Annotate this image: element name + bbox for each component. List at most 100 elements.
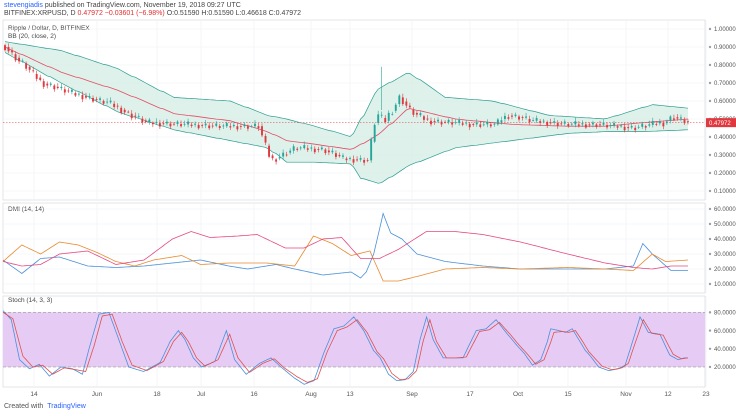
candle xyxy=(236,123,239,132)
y-tick-dot xyxy=(708,27,712,31)
candle xyxy=(127,110,130,114)
candle-body xyxy=(246,126,249,129)
candle-body xyxy=(419,113,422,116)
candle-body xyxy=(296,148,299,150)
candle xyxy=(630,123,633,130)
candle xyxy=(264,133,267,146)
candle xyxy=(324,148,327,156)
dmi-adx-line xyxy=(2,231,688,270)
x-tick-label: 23 xyxy=(702,391,710,398)
tradingview-logo-text[interactable]: TradingView xyxy=(47,403,86,410)
candle xyxy=(243,122,246,128)
candle xyxy=(672,114,675,122)
candle xyxy=(553,117,556,125)
main-pane-title: Ripple / Dollar, D, BITFINEX xyxy=(8,25,90,32)
candle-body xyxy=(359,158,362,160)
candle-body xyxy=(398,95,401,105)
candle xyxy=(599,120,601,128)
candle-body xyxy=(183,123,186,125)
candle-body xyxy=(63,89,66,93)
candle xyxy=(28,65,31,73)
candle xyxy=(74,91,77,98)
y-tick-label: 0.90000 xyxy=(714,45,736,51)
candle xyxy=(250,124,253,128)
candle-body xyxy=(584,124,587,128)
candle xyxy=(637,124,640,130)
candle xyxy=(141,116,144,126)
candle xyxy=(215,120,218,128)
trading-chart[interactable]: 14 Jun 18 Jul 16 Aug 13 Sep 17 Oct 15 Nov 12 23 1.0000… xyxy=(0,0,736,400)
candle-body xyxy=(644,126,647,128)
candle-body xyxy=(535,118,538,121)
candle xyxy=(496,118,499,126)
candle-body xyxy=(577,124,580,126)
candle-body xyxy=(144,120,147,122)
candle-body xyxy=(70,89,73,92)
candle xyxy=(528,115,531,125)
y-tick-dot xyxy=(708,99,712,103)
candle-body xyxy=(623,126,626,131)
candle xyxy=(310,144,313,152)
candle xyxy=(165,119,168,126)
candle-body xyxy=(641,123,644,127)
y-tick-dot xyxy=(708,135,712,139)
candle xyxy=(190,122,193,128)
candle xyxy=(507,114,510,121)
candle-body xyxy=(67,90,70,92)
candle xyxy=(109,97,112,104)
candle-body xyxy=(317,149,320,150)
dmi-pane-frame xyxy=(2,202,706,294)
candle-body xyxy=(570,123,573,125)
candle xyxy=(239,123,242,130)
candle-body xyxy=(14,54,17,61)
y-tick-label: 40.0000 xyxy=(714,237,736,243)
candle xyxy=(577,121,580,128)
candle-body xyxy=(7,47,10,52)
candle-body xyxy=(92,98,94,102)
candle xyxy=(370,137,373,163)
candle-body xyxy=(229,126,232,128)
candle-body xyxy=(609,125,612,127)
main-pane-frame xyxy=(2,19,706,201)
candle-body xyxy=(109,100,112,103)
candle-body xyxy=(373,124,376,142)
candle-body xyxy=(387,112,390,121)
y-tick-label: 20.0000 xyxy=(714,365,736,371)
candle xyxy=(201,123,204,129)
candle xyxy=(183,120,186,127)
candle-body xyxy=(465,122,468,124)
candle-body xyxy=(113,103,116,108)
candle xyxy=(130,110,133,121)
candle-body xyxy=(655,124,658,125)
y-tick-dot xyxy=(708,81,712,85)
candle xyxy=(32,66,35,73)
candle-body xyxy=(380,114,383,116)
candle xyxy=(46,81,49,89)
y-tick-label: 1.00000 xyxy=(714,27,736,33)
candle xyxy=(359,155,362,162)
candle-body xyxy=(310,147,313,149)
candle xyxy=(472,122,475,127)
candle xyxy=(613,120,616,128)
candle-body xyxy=(28,66,31,70)
candle xyxy=(518,114,520,122)
candle-body xyxy=(662,122,665,127)
candle-body xyxy=(232,124,235,127)
candle xyxy=(433,118,436,125)
candle xyxy=(377,110,380,126)
candle xyxy=(85,92,87,100)
candle-body xyxy=(176,121,179,124)
y-tick-label: 60.0000 xyxy=(714,207,736,213)
candle-body xyxy=(377,114,380,123)
candle-body xyxy=(204,123,207,126)
candle xyxy=(380,111,383,118)
dmi-plus-di-line xyxy=(2,212,688,279)
author-link[interactable]: stevengiadis xyxy=(4,2,43,9)
candle-body xyxy=(292,146,295,151)
candle xyxy=(148,117,151,125)
candle xyxy=(331,147,334,155)
candle xyxy=(535,115,538,123)
candle-body xyxy=(648,124,651,126)
candle xyxy=(560,120,563,126)
candle xyxy=(285,151,288,157)
